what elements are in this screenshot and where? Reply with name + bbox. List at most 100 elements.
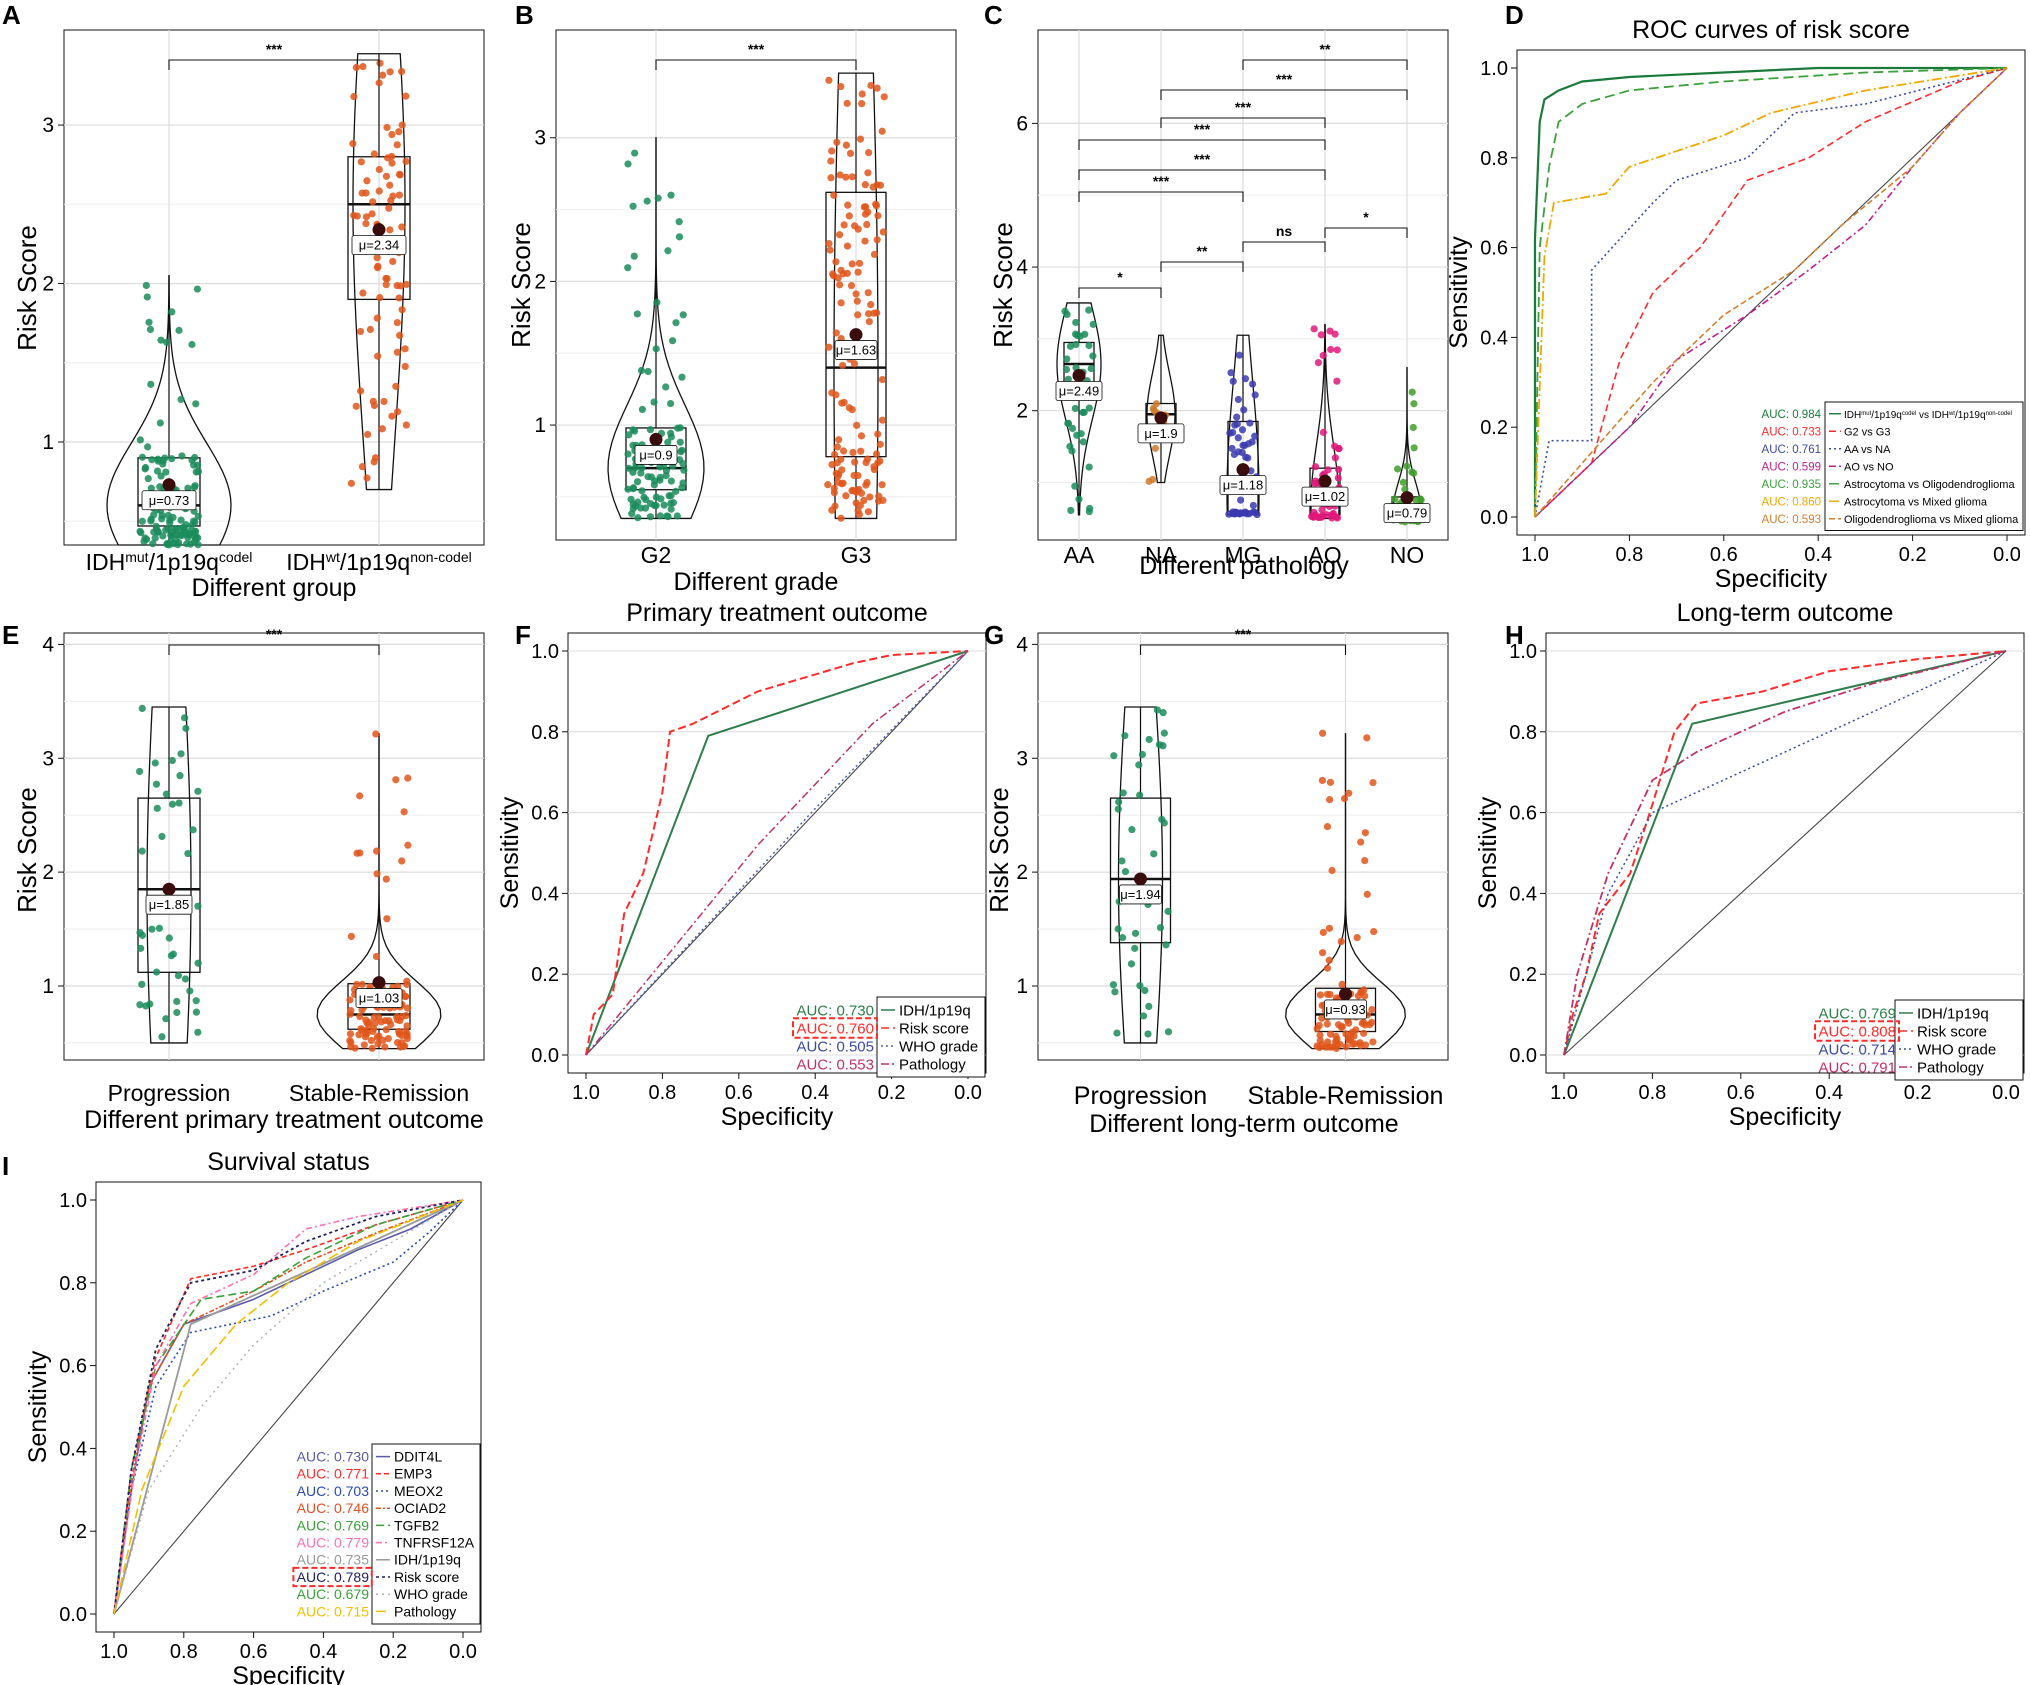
data-point bbox=[637, 366, 646, 375]
y-tick-label: 0.8 bbox=[59, 1273, 87, 1295]
data-point bbox=[675, 233, 684, 241]
y-tick-label: 0.4 bbox=[1480, 327, 1508, 349]
panel-D: 0.0 0.0 0.2 0.2 0.4 0.4 0.6 0.6 0.8 0.8 1.0 1.0 ROC … bbox=[1445, 16, 2026, 593]
legend-entry: AA vs NA bbox=[1844, 444, 1891, 456]
mean-label: μ=1.94 bbox=[1120, 887, 1160, 902]
data-point bbox=[163, 338, 171, 346]
legend-entry: WHO grade bbox=[394, 1586, 468, 1602]
data-point bbox=[192, 468, 200, 476]
data-point bbox=[866, 493, 874, 501]
auc-label: AUC: 0.599 bbox=[1762, 461, 1821, 473]
legend-entry: Oligodendroglioma vs Mixed glioma bbox=[1844, 514, 2019, 526]
data-point bbox=[837, 266, 845, 274]
data-point bbox=[1353, 934, 1361, 942]
roc-curve-tnfrsf12a bbox=[113, 1199, 464, 1615]
data-point bbox=[675, 218, 683, 226]
data-point bbox=[142, 281, 150, 290]
data-point bbox=[143, 293, 151, 301]
data-point bbox=[375, 165, 383, 174]
legend-entry: IDHmut/1p19qcodel vs IDHwt/1p19qnon-code… bbox=[1844, 410, 2012, 421]
data-point bbox=[667, 191, 675, 199]
data-point bbox=[1064, 375, 1072, 383]
data-point bbox=[167, 531, 175, 539]
data-point bbox=[832, 391, 840, 399]
data-point bbox=[631, 149, 639, 157]
y-tick-label: 1.0 bbox=[59, 1190, 87, 1212]
data-point bbox=[1073, 431, 1081, 439]
data-point bbox=[155, 924, 164, 932]
data-point bbox=[854, 471, 862, 480]
data-point bbox=[192, 400, 200, 408]
data-point bbox=[394, 982, 402, 990]
data-point bbox=[396, 282, 405, 290]
data-point bbox=[170, 525, 178, 533]
diagonal-reference-line bbox=[113, 1199, 464, 1615]
legend-part: /1p19q bbox=[1871, 410, 1902, 421]
x-axis-label: Specificity bbox=[721, 1103, 834, 1131]
data-point bbox=[1326, 778, 1335, 786]
x-tick-label: AA bbox=[1064, 542, 1095, 568]
data-point bbox=[393, 348, 402, 356]
data-point bbox=[346, 1010, 354, 1018]
roc-curve-pathology bbox=[585, 650, 969, 1056]
significance-label: *** bbox=[1194, 151, 1211, 167]
data-point bbox=[151, 534, 159, 542]
data-point bbox=[1323, 822, 1332, 831]
data-point bbox=[1081, 330, 1089, 338]
significance-label: ns bbox=[1276, 223, 1293, 239]
significance-label: *** bbox=[1153, 173, 1170, 189]
data-point bbox=[173, 1008, 181, 1017]
x-axis-label: Different pathology bbox=[1139, 552, 1349, 580]
mean-label-box bbox=[1301, 486, 1349, 507]
data-point bbox=[852, 290, 860, 298]
data-point bbox=[1145, 735, 1153, 744]
data-point bbox=[1109, 981, 1118, 989]
mean-label-box bbox=[834, 340, 878, 360]
data-point bbox=[194, 787, 202, 795]
data-point bbox=[156, 419, 164, 427]
data-point bbox=[660, 501, 668, 509]
data-point bbox=[153, 467, 162, 475]
auc-label: AUC: 0.715 bbox=[297, 1603, 370, 1619]
data-point bbox=[141, 465, 149, 473]
roc-curve-idh-1p19q bbox=[1563, 650, 2007, 1056]
tick-sup: wt bbox=[325, 549, 340, 565]
x-tick-label: 0.2 bbox=[1904, 1082, 1932, 1104]
data-point bbox=[1328, 866, 1336, 875]
mean-label: μ=0.79 bbox=[1387, 506, 1427, 521]
data-point bbox=[190, 483, 198, 491]
data-point bbox=[173, 997, 181, 1006]
mean-label-box bbox=[634, 445, 678, 465]
data-point bbox=[363, 474, 371, 482]
data-point bbox=[651, 477, 659, 485]
data-point bbox=[395, 1030, 404, 1038]
data-point bbox=[676, 438, 684, 446]
x-tick-label: Stable-Remission bbox=[1248, 1082, 1444, 1110]
data-point bbox=[148, 456, 156, 464]
data-point bbox=[844, 201, 852, 209]
mean-point bbox=[1400, 491, 1414, 505]
data-point bbox=[1114, 805, 1122, 813]
data-point bbox=[878, 127, 886, 135]
data-point bbox=[356, 327, 365, 336]
tick-part: IDH bbox=[86, 549, 126, 575]
data-point bbox=[633, 310, 641, 318]
data-point bbox=[1360, 1029, 1368, 1037]
data-point bbox=[402, 992, 410, 1000]
data-point bbox=[840, 221, 848, 229]
data-point bbox=[855, 510, 863, 519]
data-point bbox=[1361, 856, 1369, 865]
data-point bbox=[398, 306, 406, 314]
mean-point bbox=[1072, 369, 1086, 383]
auc-label: AUC: 0.935 bbox=[1762, 479, 1821, 491]
data-point bbox=[1113, 1029, 1121, 1037]
data-point bbox=[364, 1021, 373, 1029]
data-point bbox=[1318, 949, 1327, 957]
data-point bbox=[137, 528, 145, 537]
data-point bbox=[858, 100, 866, 108]
data-point bbox=[1110, 752, 1118, 760]
legend-entry: IDH/1p19q bbox=[394, 1552, 461, 1568]
data-point bbox=[1164, 907, 1172, 915]
data-point bbox=[152, 780, 161, 788]
